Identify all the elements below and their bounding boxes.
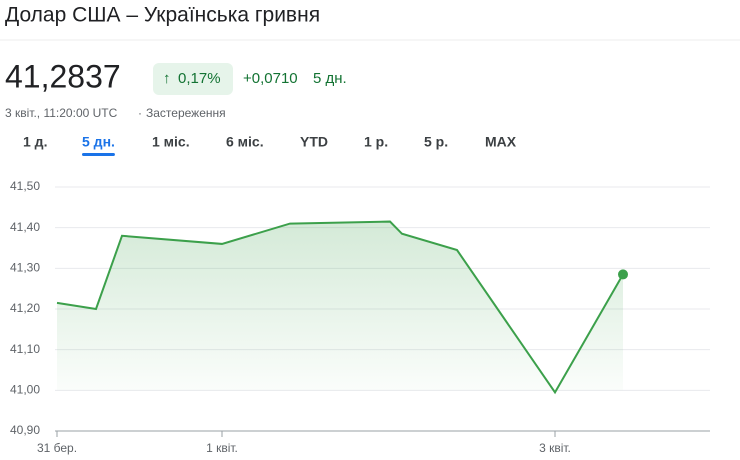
x-tick-label: 31 бер. [37,441,77,455]
price: 41,2837 [5,58,121,94]
x-tick-label: 3 квіт. [539,441,571,455]
last-point [618,269,628,280]
y-tick-label: 41,30 [10,261,40,275]
range-tab[interactable]: 1 міс. [152,134,190,150]
change-badge [153,63,233,95]
change-percent: 0,17% [178,70,221,87]
range-tab[interactable]: YTD [300,134,328,150]
area-fill [57,221,623,393]
range-tab[interactable]: 1 р. [364,134,388,150]
price-line [56,220,624,395]
range-tab[interactable]: MAX [485,134,517,150]
disclaimer[interactable]: Застереження [146,106,226,120]
separator: · [138,106,142,120]
arrow-icon: ↑ [163,70,171,87]
y-tick-label: 41,40 [10,220,40,234]
change-period: 5 дн. [313,70,347,87]
change-value: +0,0710 [243,70,298,87]
x-tick-label: 1 квіт. [206,441,238,455]
y-tick-label: 40,90 [10,423,40,437]
tab-underline [82,153,115,156]
range-tab[interactable]: 1 д. [23,134,47,150]
y-tick-label: 41,10 [10,342,40,356]
range-tab[interactable]: 5 р. [424,134,448,150]
y-tick-label: 41,50 [10,179,40,193]
range-tab[interactable]: 5 дн. [82,134,115,150]
title: Долар США – Українська гривня [5,4,320,27]
timestamp: 3 квіт., 11:20:00 UTC [5,106,118,120]
y-tick-label: 41,20 [10,301,40,315]
y-tick-label: 41,00 [10,383,40,397]
range-tab[interactable]: 6 міс. [226,134,264,150]
